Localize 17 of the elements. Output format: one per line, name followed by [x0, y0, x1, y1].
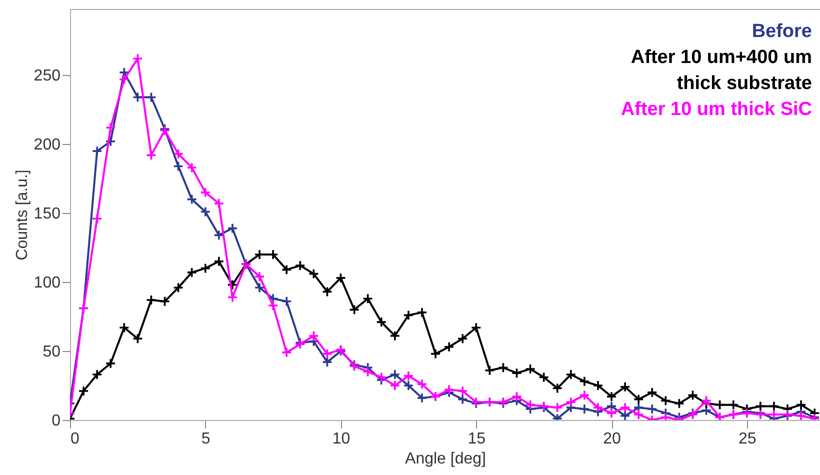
y-tick-label: 50: [42, 344, 61, 361]
x-axis-title: Angle [deg]: [405, 450, 486, 468]
y-tick-label: 200: [34, 136, 61, 154]
x-tick-label: 10: [332, 430, 350, 448]
y-tick-label: 100: [34, 274, 61, 292]
x-tick-label: 5: [201, 430, 210, 448]
text: Before: [752, 21, 812, 42]
text: After 10 um+400 um thick substrate: [630, 47, 812, 94]
y-tick-label: 250: [34, 68, 61, 85]
text: After 10 um thick SiC: [620, 99, 812, 120]
y-tick-label: 0: [52, 412, 61, 430]
x-tick-label: 25: [738, 430, 756, 448]
x-tick-label: 20: [603, 430, 622, 448]
x-tick-label: 0: [70, 430, 80, 448]
x-tick-label: 15: [468, 430, 486, 448]
y-axis-title: Counts [a.u.]: [14, 170, 31, 260]
y-tick-label: 150: [34, 206, 61, 223]
